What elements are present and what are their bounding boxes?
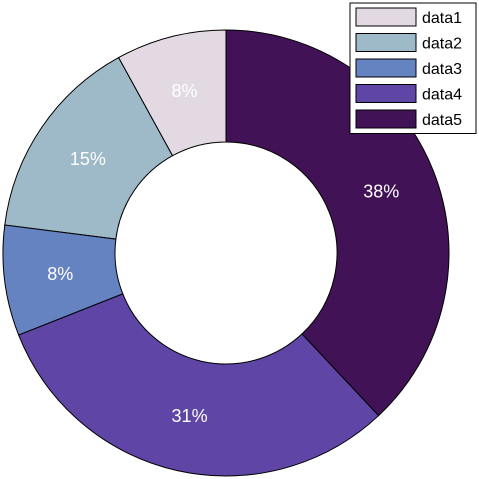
- legend-label-data1: data1: [422, 10, 462, 27]
- legend-swatch-data4: [355, 84, 417, 103]
- legend-label-data3: data3: [422, 61, 462, 78]
- slice-data4: [18, 293, 380, 477]
- percent-label-data1: 8%: [171, 81, 197, 101]
- legend-swatch-data3: [355, 58, 417, 78]
- legend-swatch-data1: [355, 7, 417, 27]
- legend-label-data5: data5: [422, 112, 462, 129]
- legend-swatch-data2: [355, 33, 417, 52]
- percent-labels: 8% 15% 8% 31% 38%: [47, 81, 399, 426]
- legend-swatch-data5: [355, 109, 417, 129]
- legend: data1 data2 data3 data4 data5: [349, 2, 477, 134]
- legend-label-data4: data4: [422, 87, 462, 104]
- percent-label-data2: 15%: [70, 149, 106, 169]
- slice-data2: [4, 56, 174, 240]
- percent-label-data5: 38%: [363, 182, 399, 202]
- percent-label-data4: 31%: [172, 406, 208, 426]
- legend-label-data2: data2: [422, 36, 462, 53]
- percent-label-data3: 8%: [47, 264, 73, 284]
